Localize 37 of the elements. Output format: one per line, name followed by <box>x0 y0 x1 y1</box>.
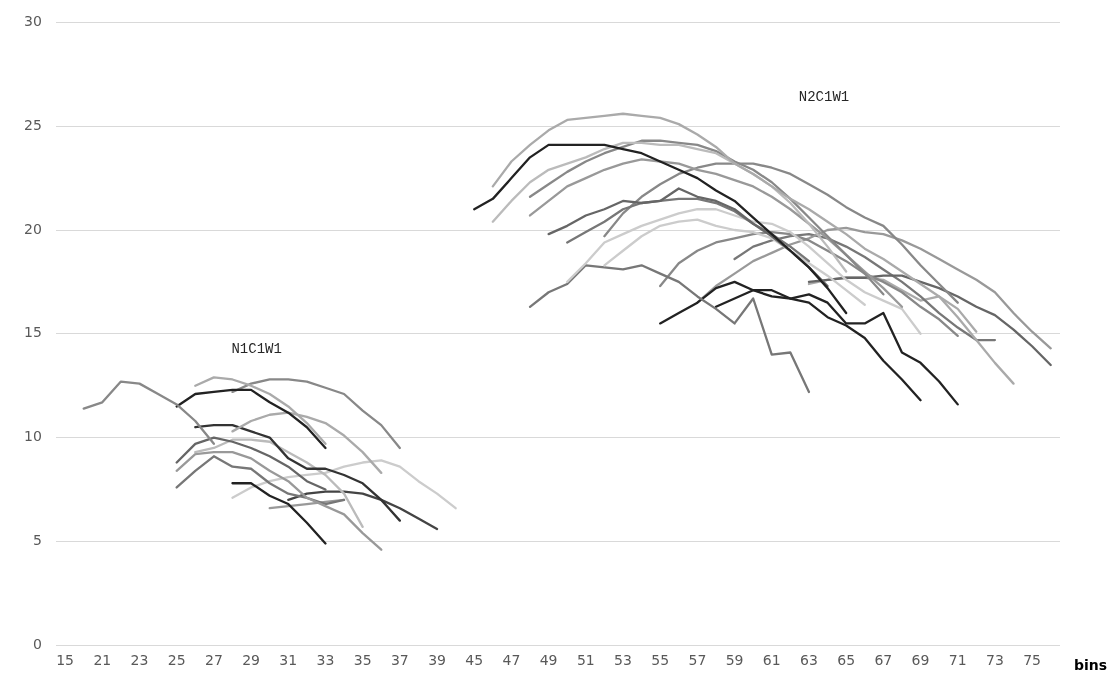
y-tick-label: 0 <box>32 635 42 652</box>
x-tick-label: 51 <box>576 652 595 669</box>
x-tick-label: 15 <box>56 652 75 669</box>
x-axis-title: bins <box>1074 656 1108 673</box>
x-tick-label: 21 <box>93 652 112 669</box>
x-tick-label: 63 <box>800 652 818 669</box>
x-tick-label: 31 <box>279 652 298 669</box>
x-tick-label: 23 <box>130 652 149 669</box>
x-tick-label: 27 <box>204 652 223 669</box>
y-tick-label: 25 <box>23 116 42 133</box>
x-tick-label: 35 <box>353 652 372 669</box>
x-tick-label: 75 <box>1023 652 1042 669</box>
x-tick-label: 45 <box>465 652 484 669</box>
x-tick-label: 69 <box>911 652 930 669</box>
x-tick-label: 53 <box>614 652 632 669</box>
x-tick-label: 57 <box>688 652 707 669</box>
x-tick-label: 65 <box>837 652 856 669</box>
x-tick-label: 55 <box>651 652 670 669</box>
x-tick-label: 71 <box>948 652 967 669</box>
x-tick-label: 33 <box>316 652 335 669</box>
y-tick-label: 15 <box>23 324 42 341</box>
x-tick-label: 29 <box>242 652 260 669</box>
x-tick-label: 73 <box>986 652 1004 669</box>
x-tick-label: 39 <box>428 652 446 669</box>
x-tick-label: 25 <box>167 652 186 669</box>
y-tick-label: 10 <box>23 428 42 445</box>
y-tick-label: 30 <box>23 13 42 30</box>
x-tick-label: 47 <box>502 652 521 669</box>
x-tick-label: 37 <box>390 652 409 669</box>
y-tick-label: 20 <box>23 220 42 237</box>
y-tick-label: 5 <box>32 532 42 549</box>
x-tick-label: 61 <box>762 652 781 669</box>
x-tick-label: 67 <box>874 652 893 669</box>
x-tick-label: 59 <box>725 652 744 669</box>
annotation: N2C1W1 <box>798 88 850 105</box>
annotation: N1C1W1 <box>231 341 282 358</box>
x-tick-label: 49 <box>539 652 558 669</box>
